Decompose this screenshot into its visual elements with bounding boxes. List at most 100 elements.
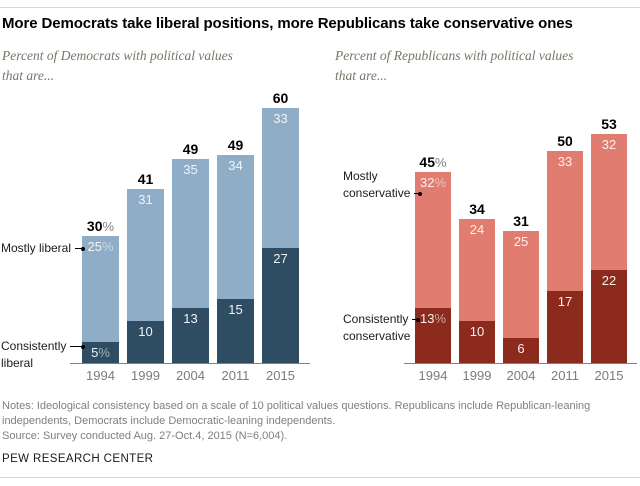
leader-line xyxy=(70,344,85,349)
year-tick: 2015 xyxy=(594,368,624,383)
bar-total-label: 49 xyxy=(162,141,219,157)
year-tick: 1999 xyxy=(462,368,492,383)
year-tick: 1994 xyxy=(86,368,115,383)
annotation-text: Consistently xyxy=(343,312,409,326)
total-value: 53 xyxy=(601,115,617,132)
total-value: 45 xyxy=(419,153,435,170)
republicans-subtitle: Percent of Republicans with political va… xyxy=(335,46,573,86)
brand-label: PEW RESEARCH CENTER xyxy=(2,453,154,465)
year-tick: 1999 xyxy=(131,368,160,383)
leader-line xyxy=(412,317,421,322)
segment-value: 33 xyxy=(273,111,288,126)
segment-consistently-conservative: 6 xyxy=(503,337,539,363)
dem-bar-1994: 30% 25% 5% xyxy=(82,218,119,363)
dem-bar-2011: 49 34 15 xyxy=(217,137,254,363)
segment-mostly-conservative: 33 xyxy=(547,150,583,291)
segment-suffix: % xyxy=(434,310,447,326)
annotation-text: liberal xyxy=(1,356,34,370)
annotation-text: Consistently xyxy=(1,339,67,353)
top-divider xyxy=(0,7,640,8)
segment-consistently-conservative: 17 xyxy=(547,290,583,363)
year-tick: 2004 xyxy=(506,368,536,383)
segment-value: 15 xyxy=(228,302,243,318)
segment-mostly-liberal: 31 xyxy=(127,188,164,321)
segment-suffix: % xyxy=(434,174,447,190)
year-tick: 1994 xyxy=(418,368,448,383)
year-tick: 2011 xyxy=(551,368,579,383)
segment-mostly-liberal: 33 xyxy=(262,108,299,249)
democrats-subtitle-line1: Percent of Democrats with political valu… xyxy=(2,48,233,63)
bar-total-label: 34 xyxy=(449,201,505,217)
annotation-text: Mostly liberal xyxy=(1,241,72,255)
total-value: 30 xyxy=(86,217,103,234)
annotation-text: conservative xyxy=(343,186,411,200)
republicans-x-axis xyxy=(404,363,637,364)
segment-consistently-liberal: 15 xyxy=(217,299,254,363)
democrats-subtitle-line2: that are... xyxy=(2,68,54,83)
democrats-subtitle: Percent of Democrats with political valu… xyxy=(2,46,233,86)
segment-value: 17 xyxy=(557,293,573,309)
notes-text: Notes: Ideological consistency based on … xyxy=(2,400,591,427)
rep-bar-2011: 50 33 17 xyxy=(547,133,583,363)
rep-bar-1999: 34 24 10 xyxy=(459,201,495,363)
leader-line xyxy=(414,191,423,196)
segment-value: 24 xyxy=(469,221,485,237)
segment-consistently-liberal: 13 xyxy=(172,307,209,363)
republicans-year-labels: 1994 1999 2004 2011 2015 xyxy=(415,368,627,383)
democrats-chart: 30% 25% 5% 41 31 10 49 35 13 49 34 15 60… xyxy=(82,86,299,363)
leader-line xyxy=(75,246,85,251)
annotation-consistently-liberal: Consistently liberal xyxy=(1,338,85,372)
source-text: Source: Survey conducted Aug. 27-Oct.4, … xyxy=(2,430,288,442)
annotation-mostly-conservative: Mostly conservative xyxy=(343,168,423,202)
segment-value: 25 xyxy=(513,234,529,250)
segment-value: 32 xyxy=(601,136,617,152)
segment-value: 10 xyxy=(469,323,485,339)
rep-bar-1994: 45% 32% 13% xyxy=(415,154,451,363)
segment-consistently-liberal: 10 xyxy=(127,320,164,363)
annotation-text: Mostly xyxy=(343,169,378,183)
segment-value: 5 xyxy=(91,344,99,360)
year-tick: 2011 xyxy=(221,368,250,383)
segment-value: 25 xyxy=(87,238,102,254)
segment-suffix: % xyxy=(101,238,114,254)
segment-mostly-conservative: 24 xyxy=(459,218,495,321)
dem-bar-2015: 60 33 27 xyxy=(262,90,299,363)
annotation-text: conservative xyxy=(343,329,411,343)
year-tick: 2015 xyxy=(266,368,295,383)
segment-consistently-liberal: 27 xyxy=(262,248,299,363)
segment-mostly-conservative: 25 xyxy=(503,231,539,338)
total-value: 60 xyxy=(272,90,289,106)
segment-consistently-conservative: 13% xyxy=(415,307,451,363)
rep-bar-2004: 31 25 6 xyxy=(503,213,539,363)
total-value: 49 xyxy=(182,141,199,157)
segment-value: 27 xyxy=(273,251,288,267)
total-value: 50 xyxy=(557,132,573,149)
total-value: 34 xyxy=(469,200,485,217)
bar-total-label: 41 xyxy=(117,171,174,187)
year-tick: 2004 xyxy=(176,368,205,383)
total-suffix: % xyxy=(102,218,115,234)
total-value: 49 xyxy=(227,136,244,153)
republicans-subtitle-line1: Percent of Republicans with political va… xyxy=(335,48,574,63)
dem-bar-1999: 41 31 10 xyxy=(127,171,164,363)
total-suffix: % xyxy=(435,154,447,170)
segment-mostly-liberal: 25% xyxy=(82,235,119,342)
segment-value: 35 xyxy=(183,162,198,177)
segment-value: 32 xyxy=(419,174,435,190)
republicans-subtitle-line2: that are... xyxy=(335,68,387,83)
republicans-chart: 45% 32% 13% 34 24 10 31 25 6 50 33 17 53… xyxy=(415,86,627,363)
bar-total-label: 45% xyxy=(405,154,461,170)
rep-bar-2015: 53 32 22 xyxy=(591,116,627,363)
bar-total-label: 31 xyxy=(493,213,549,229)
bar-total-label: 30% xyxy=(72,218,129,234)
segment-value: 22 xyxy=(601,272,617,288)
page-title: More Democrats take liberal positions, m… xyxy=(2,15,573,32)
segment-mostly-liberal: 34 xyxy=(217,154,254,300)
dem-bar-2004: 49 35 13 xyxy=(172,141,209,363)
segment-value: 13 xyxy=(419,310,435,326)
segment-mostly-liberal: 35 xyxy=(172,159,209,308)
segment-suffix: % xyxy=(98,344,110,360)
segment-value: 34 xyxy=(228,157,243,173)
democrats-x-axis xyxy=(70,363,310,364)
total-value: 31 xyxy=(513,213,529,230)
